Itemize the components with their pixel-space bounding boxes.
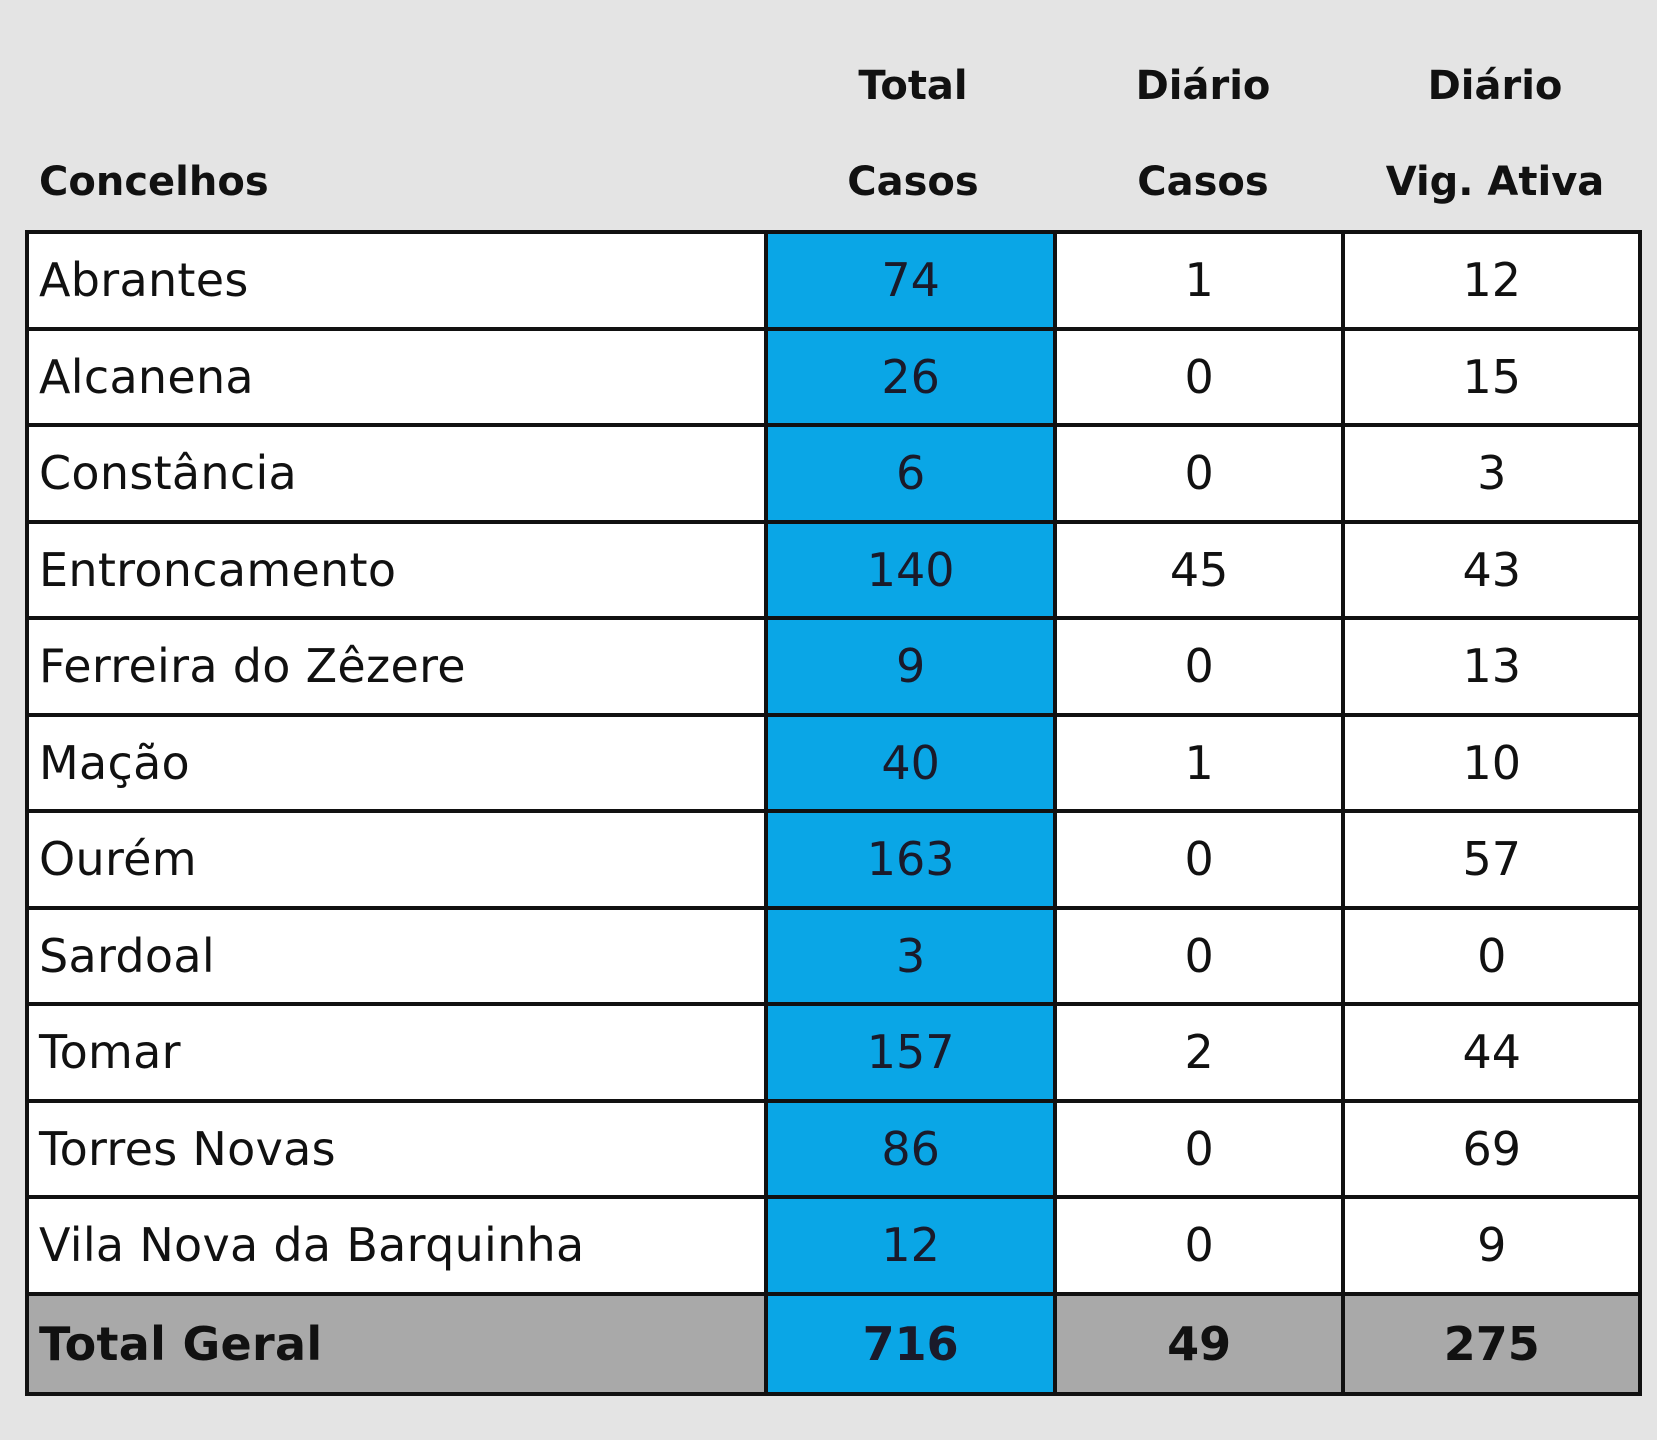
table-row: Tomar 157 2 44 <box>29 1006 1638 1103</box>
cell-diario-vig: 15 <box>1345 330 1638 423</box>
header-diario-vig-line2: Vig. Ativa <box>1385 159 1605 205</box>
cell-diario-casos: 0 <box>1056 427 1346 520</box>
cell-diario-vig-sum: 275 <box>1345 1295 1638 1392</box>
cases-table-sheet: Concelhos Total Casos Diário Casos Diári… <box>25 38 1642 1396</box>
cell-diario-casos: 1 <box>1056 234 1346 327</box>
header-total-casos-line1: Total <box>858 63 968 109</box>
header-concelhos: Concelhos <box>25 38 768 230</box>
cell-concelho: Sardoal <box>29 909 769 1002</box>
cell-diario-casos: 0 <box>1056 1199 1346 1292</box>
cell-diario-casos: 0 <box>1056 620 1346 713</box>
cell-diario-vig: 0 <box>1345 909 1638 1002</box>
cell-concelho: Tomar <box>29 1006 769 1099</box>
cell-diario-casos: 0 <box>1056 1102 1346 1195</box>
cell-total-label: Total Geral <box>29 1295 769 1392</box>
header-diario-casos-line2: Casos <box>1137 159 1269 205</box>
cell-diario-casos: 2 <box>1056 1006 1346 1099</box>
cell-concelho: Torres Novas <box>29 1102 769 1195</box>
cell-diario-casos-sum: 49 <box>1056 1295 1346 1392</box>
header-total-casos-line2: Casos <box>847 159 979 205</box>
cell-diario-vig: 57 <box>1345 813 1638 906</box>
total-row: Total Geral 716 49 275 <box>29 1295 1638 1392</box>
table-row: Sardoal 3 0 0 <box>29 909 1638 1006</box>
cell-total-casos: 157 <box>768 1006 1057 1099</box>
table-row: Abrantes 74 1 12 <box>29 234 1638 331</box>
cell-concelho: Abrantes <box>29 234 769 327</box>
cell-total-casos: 140 <box>768 523 1057 616</box>
cell-diario-casos: 0 <box>1056 813 1346 906</box>
cell-diario-vig: 12 <box>1345 234 1638 327</box>
cell-diario-vig: 43 <box>1345 523 1638 616</box>
cell-total-casos-sum: 716 <box>768 1295 1057 1392</box>
cell-diario-casos: 45 <box>1056 523 1346 616</box>
cell-concelho: Mação <box>29 716 769 809</box>
cell-diario-casos: 0 <box>1056 330 1346 423</box>
header-diario-casos: Diário Casos <box>1058 38 1348 230</box>
table-row: Entroncamento 140 45 43 <box>29 523 1638 620</box>
cell-diario-casos: 1 <box>1056 716 1346 809</box>
cell-concelho: Entroncamento <box>29 523 769 616</box>
cell-diario-vig: 3 <box>1345 427 1638 520</box>
table-row: Vila Nova da Barquinha 12 0 9 <box>29 1199 1638 1296</box>
table-row: Mação 40 1 10 <box>29 716 1638 813</box>
header-diario-vig-line1: Diário <box>1427 63 1563 109</box>
cell-total-casos: 12 <box>768 1199 1057 1292</box>
cell-total-casos: 86 <box>768 1102 1057 1195</box>
cell-diario-vig: 69 <box>1345 1102 1638 1195</box>
table-row: Alcanena 26 0 15 <box>29 330 1638 427</box>
table-row: Ourém 163 0 57 <box>29 813 1638 910</box>
cell-concelho: Vila Nova da Barquinha <box>29 1199 769 1292</box>
cell-concelho: Ourém <box>29 813 769 906</box>
header-diario-casos-line1: Diário <box>1135 63 1271 109</box>
data-table: Abrantes 74 1 12 Alcanena 26 0 15 Constâ… <box>25 230 1642 1396</box>
header-total-casos: Total Casos <box>768 38 1058 230</box>
cell-diario-vig: 10 <box>1345 716 1638 809</box>
cell-concelho: Alcanena <box>29 330 769 423</box>
cell-total-casos: 163 <box>768 813 1057 906</box>
cell-concelho: Ferreira do Zêzere <box>29 620 769 713</box>
table-row: Constância 6 0 3 <box>29 427 1638 524</box>
cell-diario-vig: 13 <box>1345 620 1638 713</box>
table-header: Concelhos Total Casos Diário Casos Diári… <box>25 38 1642 230</box>
table-row: Torres Novas 86 0 69 <box>29 1102 1638 1199</box>
cell-total-casos: 74 <box>768 234 1057 327</box>
cell-diario-vig: 44 <box>1345 1006 1638 1099</box>
cell-concelho: Constância <box>29 427 769 520</box>
cell-total-casos: 3 <box>768 909 1057 1002</box>
header-concelhos-label: Concelhos <box>39 159 269 205</box>
cell-diario-casos: 0 <box>1056 909 1346 1002</box>
cell-total-casos: 26 <box>768 330 1057 423</box>
cell-total-casos: 9 <box>768 620 1057 713</box>
cell-total-casos: 40 <box>768 716 1057 809</box>
table-row: Ferreira do Zêzere 9 0 13 <box>29 620 1638 717</box>
cell-total-casos: 6 <box>768 427 1057 520</box>
cell-diario-vig: 9 <box>1345 1199 1638 1292</box>
header-diario-vig-ativa: Diário Vig. Ativa <box>1348 38 1642 230</box>
